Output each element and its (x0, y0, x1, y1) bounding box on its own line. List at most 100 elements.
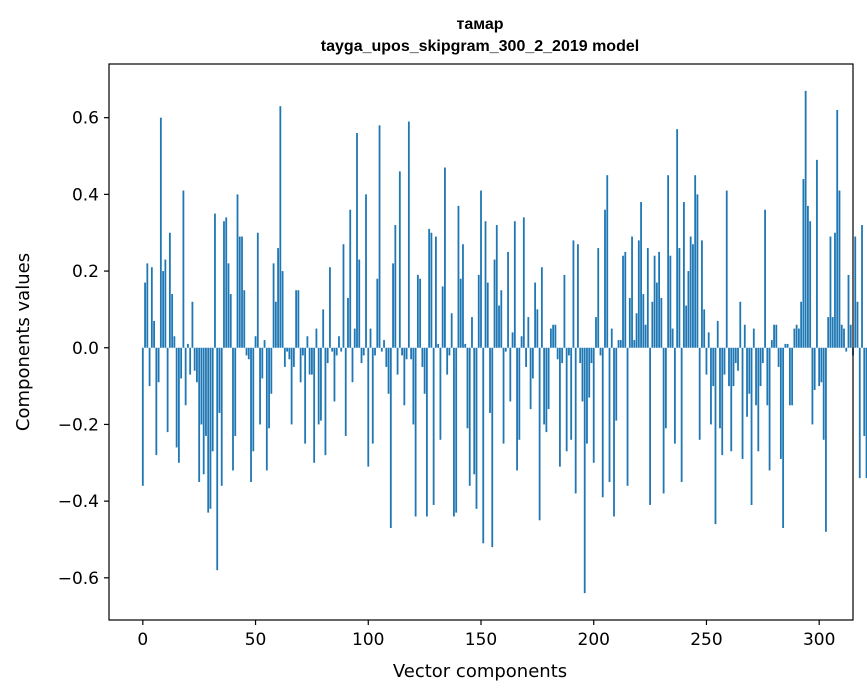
bar-169 (522, 217, 525, 348)
bar-87 (338, 336, 340, 348)
y-tick-label: 0.2 (72, 262, 99, 282)
bar-134 (444, 167, 446, 348)
bar-207 (608, 347, 611, 482)
bar-237 (676, 129, 679, 348)
bar-77 (315, 328, 318, 348)
bar-172 (529, 347, 532, 410)
bar-205 (604, 209, 606, 348)
bar-178 (543, 347, 546, 425)
bar-22 (191, 301, 194, 348)
bar-39 (229, 294, 232, 348)
bar-220 (637, 240, 640, 348)
bar-132 (439, 347, 442, 440)
x-tick-label: 150 (465, 630, 497, 650)
bar-225 (649, 347, 651, 505)
bar-140 (457, 205, 460, 348)
bar-147 (473, 347, 476, 475)
bar-314 (849, 324, 852, 348)
bar-24 (196, 347, 198, 383)
bar-79 (320, 347, 322, 421)
bar-177 (540, 267, 543, 348)
bar-52 (259, 347, 261, 425)
bar-219 (635, 313, 638, 348)
bar-276 (764, 209, 766, 348)
bar-65 (288, 347, 291, 360)
bar-192 (574, 347, 577, 494)
bar-42 (236, 194, 239, 348)
bar-180 (547, 347, 550, 410)
bar-209 (613, 347, 615, 517)
bar-256 (719, 347, 721, 429)
bar-99 (365, 194, 367, 348)
bar-279 (770, 340, 773, 348)
bar-166 (516, 347, 518, 471)
bar-0 (141, 347, 144, 486)
bar-181 (549, 328, 552, 348)
bar-21 (189, 347, 192, 375)
bar-282 (777, 347, 780, 367)
y-tick-label: 0.0 (72, 339, 99, 359)
x-tick-label: 100 (352, 630, 384, 650)
bar-159 (500, 290, 503, 348)
bar-68 (295, 290, 298, 348)
bar-107 (383, 340, 385, 348)
bar-59 (274, 301, 277, 348)
bar-153 (486, 282, 489, 348)
bar-184 (556, 347, 559, 360)
bar-316 (854, 236, 857, 348)
bar-275 (761, 347, 764, 364)
bar-261 (730, 347, 733, 452)
bar-247 (698, 347, 701, 440)
bar-84 (331, 347, 334, 352)
bar-223 (644, 324, 647, 348)
bar-281 (775, 324, 778, 348)
bar-320 (863, 347, 866, 436)
bar-194 (579, 347, 582, 364)
bar-67 (292, 347, 295, 367)
bar-236 (673, 347, 676, 444)
bar-111 (392, 263, 394, 348)
bar-251 (707, 332, 710, 348)
bar-260 (728, 347, 730, 387)
bar-115 (401, 347, 403, 356)
bar-117 (405, 347, 408, 360)
bar-286 (786, 343, 789, 348)
bar-216 (628, 297, 631, 348)
bar-156 (493, 259, 496, 348)
bar-306 (831, 317, 834, 348)
bar-11 (166, 347, 169, 433)
bar-298 (813, 347, 816, 390)
bar-9 (162, 271, 165, 348)
x-tick-label: 50 (245, 630, 267, 650)
bar-144 (466, 347, 469, 429)
bar-238 (678, 248, 681, 348)
bar-1 (144, 282, 146, 348)
bar-245 (694, 175, 697, 348)
bar-62 (281, 271, 284, 348)
bar-163 (509, 347, 512, 402)
bar-164 (511, 332, 514, 348)
bar-142 (462, 244, 464, 348)
bar-17 (180, 347, 183, 379)
bar-269 (748, 347, 751, 394)
bar-235 (671, 328, 674, 348)
bar-50 (254, 336, 257, 348)
bar-255 (716, 320, 719, 348)
bar-239 (680, 347, 683, 482)
bar-125 (423, 347, 426, 394)
bar-102 (371, 347, 374, 444)
bar-119 (410, 347, 413, 360)
bar-250 (705, 347, 708, 375)
bar-309 (838, 190, 841, 348)
bar-283 (779, 347, 782, 459)
bar-265 (739, 301, 742, 348)
bar-221 (640, 202, 642, 348)
bar-285 (784, 343, 787, 348)
bar-37 (225, 217, 228, 348)
bar-259 (725, 190, 728, 348)
bar-185 (559, 347, 561, 467)
bar-98 (362, 347, 365, 356)
bar-85 (333, 347, 336, 402)
bar-313 (847, 274, 850, 348)
